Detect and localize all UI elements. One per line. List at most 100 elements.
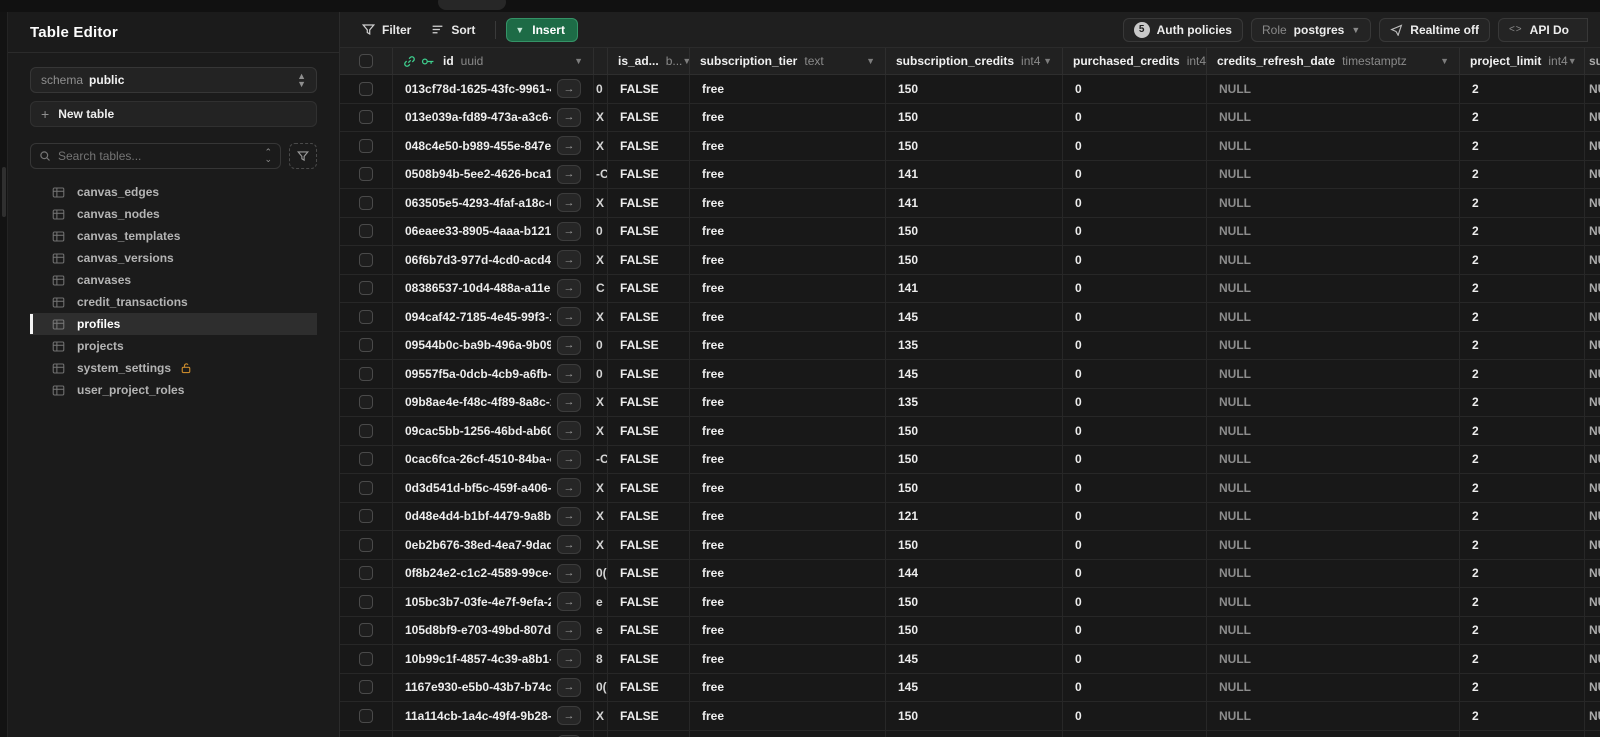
cell-is-admin[interactable]: FALSE	[608, 303, 690, 331]
cell-id[interactable]: 0cac6fca-26cf-4510-84ba-c4580... →	[393, 445, 594, 473]
cell-su-clipped[interactable]: NU	[1589, 309, 1600, 324]
cell-subscription-tier[interactable]: free	[690, 417, 886, 445]
sidebar-item-canvas_nodes[interactable]: canvas_nodes	[30, 203, 317, 225]
cell-is-admin[interactable]: FALSE	[608, 103, 690, 131]
cell-purchased-credits[interactable]: 0	[1063, 246, 1207, 274]
cell-project-limit[interactable]: 2	[1460, 388, 1585, 416]
cell-project-limit[interactable]: 2	[1460, 246, 1585, 274]
cell-purchased-credits[interactable]: 0	[1063, 331, 1207, 359]
cell-id[interactable]: 0d48e4d4-b1bf-4479-9a8b-4a4b... →	[393, 502, 594, 530]
row-checkbox[interactable]	[359, 680, 373, 695]
cell-is-admin[interactable]: FALSE	[608, 417, 690, 445]
cell-is-admin[interactable]: FALSE	[608, 160, 690, 188]
cell-project-limit[interactable]: 2	[1460, 360, 1585, 388]
cell-subscription-credits[interactable]: 121	[886, 502, 1063, 530]
cell-project-limit[interactable]: 2	[1460, 75, 1585, 103]
cell-subscription-credits[interactable]	[886, 730, 1063, 737]
sidebar-item-user_project_roles[interactable]: user_project_roles	[30, 379, 317, 401]
row-checkbox[interactable]	[359, 623, 373, 638]
cell-credits-refresh-date[interactable]	[1207, 730, 1460, 737]
cell-subscription-tier[interactable]: free	[690, 189, 886, 217]
cell-id[interactable]: 09557f5a-0dcb-4cb9-a6fb-fff366... →	[393, 360, 594, 388]
cell-is-admin[interactable]: FALSE	[608, 132, 690, 160]
cell-subscription-tier[interactable]: free	[690, 160, 886, 188]
cell-clipped[interactable]: -C	[594, 445, 608, 473]
cell-project-limit[interactable]: 2	[1460, 445, 1585, 473]
cell-subscription-tier[interactable]: free	[690, 616, 886, 644]
column-header-clipped[interactable]	[594, 48, 608, 74]
cell-su-clipped[interactable]: NU	[1589, 366, 1600, 381]
cell-subscription-credits[interactable]: 145	[886, 645, 1063, 673]
row-checkbox[interactable]	[359, 81, 373, 96]
cell-clipped[interactable]: 0(	[594, 673, 608, 701]
cell-su-clipped[interactable]: NU	[1589, 281, 1600, 296]
cell-subscription-credits[interactable]: 141	[886, 274, 1063, 302]
cell-subscription-tier[interactable]: free	[690, 103, 886, 131]
cell-is-admin[interactable]: FALSE	[608, 388, 690, 416]
sidebar-item-system_settings[interactable]: system_settings	[30, 357, 317, 379]
table-filter-button[interactable]	[289, 143, 317, 169]
expand-row-button[interactable]: →	[557, 193, 581, 213]
expand-row-button[interactable]: →	[557, 364, 581, 384]
cell-su-clipped[interactable]: NU	[1589, 167, 1600, 182]
cell-subscription-tier[interactable]	[690, 730, 886, 737]
cell-purchased-credits[interactable]: 0	[1063, 360, 1207, 388]
expand-row-button[interactable]: →	[557, 307, 581, 327]
cell-project-limit[interactable]: 2	[1460, 588, 1585, 616]
cell-purchased-credits[interactable]: 0	[1063, 588, 1207, 616]
cell-credits-refresh-date[interactable]: NULL	[1207, 189, 1460, 217]
cell-purchased-credits[interactable]: 0	[1063, 531, 1207, 559]
column-header-subscription-tier[interactable]: subscription_tier text ▼	[690, 48, 886, 74]
cell-subscription-tier[interactable]: free	[690, 474, 886, 502]
cell-id[interactable]: 063505e5-4293-4faf-a18c-0e65b... →	[393, 189, 594, 217]
row-checkbox[interactable]	[359, 708, 373, 723]
cell-purchased-credits[interactable]: 0	[1063, 189, 1207, 217]
cell-is-admin[interactable]: FALSE	[608, 531, 690, 559]
cell-credits-refresh-date[interactable]: NULL	[1207, 588, 1460, 616]
schema-select[interactable]: schema public ▲ ▼	[30, 67, 317, 93]
expand-row-button[interactable]: →	[557, 535, 581, 555]
cell-su-clipped[interactable]: NU	[1589, 623, 1600, 638]
expand-row-button[interactable]: →	[557, 449, 581, 469]
select-all-checkbox[interactable]	[359, 54, 373, 68]
cell-su-clipped[interactable]: NU	[1589, 224, 1600, 239]
cell-purchased-credits[interactable]: 0	[1063, 445, 1207, 473]
cell-subscription-tier[interactable]: free	[690, 559, 886, 587]
row-checkbox[interactable]	[359, 281, 373, 296]
cell-purchased-credits[interactable]: 0	[1063, 502, 1207, 530]
cell-id[interactable]: 09544b0c-ba9b-496a-9b09-244... →	[393, 331, 594, 359]
cell-project-limit[interactable]: 2	[1460, 417, 1585, 445]
expand-row-button[interactable]: →	[557, 79, 581, 99]
sidebar-item-canvas_templates[interactable]: canvas_templates	[30, 225, 317, 247]
api-docs-button[interactable]: <> API Do	[1497, 17, 1588, 42]
insert-button[interactable]: ▼ Insert	[506, 17, 578, 42]
sidebar-item-canvases[interactable]: canvases	[30, 269, 317, 291]
chevron-down-icon[interactable]: ▼	[1567, 56, 1577, 66]
expand-row-button[interactable]: →	[557, 250, 581, 270]
cell-credits-refresh-date[interactable]: NULL	[1207, 246, 1460, 274]
cell-subscription-credits[interactable]: 145	[886, 360, 1063, 388]
cell-is-admin[interactable]: FALSE	[608, 559, 690, 587]
row-checkbox[interactable]	[359, 309, 373, 324]
cell-credits-refresh-date[interactable]: NULL	[1207, 445, 1460, 473]
cell-credits-refresh-date[interactable]: NULL	[1207, 531, 1460, 559]
cell-credits-refresh-date[interactable]: NULL	[1207, 474, 1460, 502]
row-checkbox[interactable]	[359, 338, 373, 353]
cell-clipped[interactable]	[594, 730, 608, 737]
cell-project-limit[interactable]: 2	[1460, 160, 1585, 188]
search-tables-input[interactable]: Search tables... ⌃ ⌄	[30, 143, 281, 169]
cell-su-clipped[interactable]: NU	[1589, 708, 1600, 723]
cell-purchased-credits[interactable]	[1063, 730, 1207, 737]
cell-id[interactable]: 0508b94b-5ee2-4626-bca1-4bca... →	[393, 160, 594, 188]
expand-row-button[interactable]: →	[557, 164, 581, 184]
cell-su-clipped[interactable]	[1585, 731, 1600, 737]
cell-clipped[interactable]: X	[594, 103, 608, 131]
cell-subscription-tier[interactable]: free	[690, 303, 886, 331]
cell-project-limit[interactable]: 2	[1460, 274, 1585, 302]
cell-subscription-credits[interactable]: 150	[886, 616, 1063, 644]
row-checkbox[interactable]	[359, 537, 373, 552]
cell-su-clipped[interactable]: NU	[1589, 81, 1600, 96]
cell-credits-refresh-date[interactable]: NULL	[1207, 217, 1460, 245]
cell-subscription-credits[interactable]: 150	[886, 75, 1063, 103]
cell-purchased-credits[interactable]: 0	[1063, 132, 1207, 160]
